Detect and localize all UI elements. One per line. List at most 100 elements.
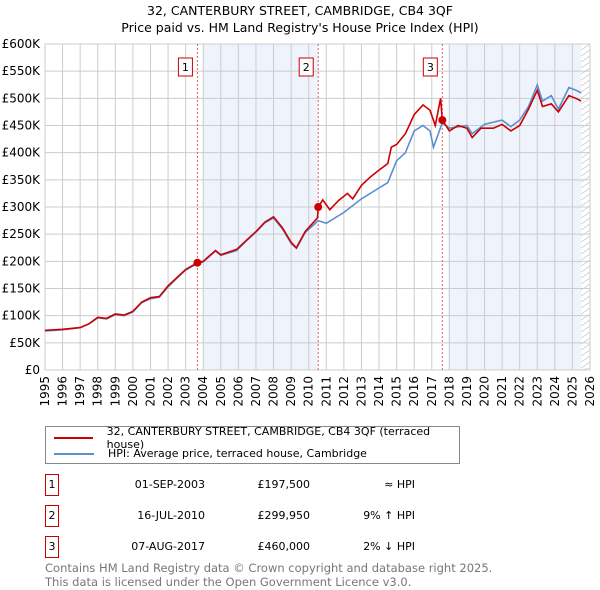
- sale-price: £299,950: [257, 509, 311, 522]
- x-tick-label: 2023: [530, 376, 544, 407]
- hatch-line: [581, 283, 591, 291]
- hatch-line: [581, 145, 591, 153]
- y-tick-label: £200K: [2, 254, 42, 268]
- hpi-compare: ≈ HPI: [384, 478, 415, 491]
- table-row: 3 07-AUG-2017 £460,000 2% ↓ HPI: [45, 536, 545, 558]
- footer-line-1: Contains HM Land Registry data © Crown c…: [45, 561, 493, 575]
- hatch-line: [581, 103, 591, 111]
- hatch-line: [581, 175, 591, 183]
- hatch-line: [581, 157, 591, 165]
- hatch-line: [581, 109, 591, 117]
- x-tick-label: 2002: [161, 376, 175, 407]
- hatch-line: [581, 127, 591, 135]
- chart-subtitle: Price paid vs. HM Land Registry's House …: [121, 20, 479, 35]
- hatch-line: [581, 313, 591, 321]
- legend-blue-swatch: [54, 452, 94, 455]
- hatch-line: [581, 163, 591, 171]
- sale-label-box: [422, 57, 438, 77]
- hatch-line: [581, 133, 591, 141]
- hatch-line: [581, 229, 591, 237]
- hatch-line: [581, 355, 591, 363]
- x-tick-label: 2016: [407, 376, 421, 407]
- x-tick-label: 2011: [319, 376, 333, 407]
- sale-label-box: [177, 57, 193, 77]
- hatch-line: [581, 253, 591, 261]
- y-tick-label: £550K: [2, 64, 42, 78]
- sale-marker: 1: [45, 474, 59, 496]
- hatch-line: [581, 79, 591, 87]
- x-tick-label: 1997: [73, 376, 87, 407]
- footer-line-2: This data is licensed under the Open Gov…: [45, 575, 412, 589]
- plot-frame: [44, 43, 591, 371]
- x-tick-label: 2024: [548, 376, 562, 407]
- hatch-line: [581, 247, 591, 255]
- x-tick-label: 1998: [91, 376, 105, 407]
- sale-point: [193, 258, 202, 267]
- hatch-line: [581, 277, 591, 285]
- sale-date: 01-SEP-2003: [134, 478, 205, 491]
- sale-date: 07-AUG-2017: [131, 540, 205, 553]
- hatch-line: [581, 115, 591, 123]
- sale-marker: 3: [45, 536, 59, 558]
- property-price-line: [44, 87, 582, 332]
- sale-label: 3: [427, 61, 434, 74]
- x-tick-label: 2017: [425, 376, 439, 407]
- hatch-line: [581, 307, 591, 315]
- x-tick-label: 2001: [143, 376, 157, 407]
- hatch-line: [581, 187, 591, 195]
- x-tick-label: 2022: [513, 376, 527, 407]
- hatch-line: [581, 139, 591, 147]
- legend-red-swatch: [54, 436, 93, 439]
- y-tick-label: £500K: [2, 91, 42, 105]
- hatch-line: [581, 295, 591, 303]
- x-tick-label: 2021: [495, 376, 509, 407]
- x-tick-label: 2009: [284, 376, 298, 407]
- hatch-line: [581, 301, 591, 309]
- hatch-line: [581, 223, 591, 231]
- x-tick-label: 2012: [337, 376, 351, 407]
- table-row: 1 01-SEP-2003 £197,500 ≈ HPI: [45, 474, 545, 496]
- y-tick-label: £100K: [2, 309, 42, 323]
- y-tick-label: £300K: [2, 200, 42, 214]
- legend-item-hpi: HPI: Average price, terraced house, Camb…: [108, 447, 367, 460]
- hatch-line: [581, 55, 591, 63]
- y-tick-label: £450K: [2, 119, 42, 133]
- x-tick-label: 2006: [231, 376, 245, 407]
- y-tick-label: £350K: [2, 173, 42, 187]
- y-tick-label: £50K: [9, 336, 41, 350]
- hatch-line: [581, 199, 591, 207]
- y-tick-label: £600K: [2, 37, 42, 51]
- hatch-line: [581, 169, 591, 177]
- y-tick-label: £400K: [2, 146, 42, 160]
- sale-date: 16-JUL-2010: [137, 509, 205, 522]
- sale-point: [438, 116, 447, 125]
- x-tick-label: 1996: [56, 376, 70, 407]
- hatch-line: [581, 331, 591, 339]
- hpi-compare: 9% ↑ HPI: [363, 509, 415, 522]
- hatch-line: [581, 193, 591, 201]
- hatch-line: [581, 343, 591, 351]
- x-tick-label: 2010: [302, 376, 316, 407]
- sale-price: £197,500: [257, 478, 311, 491]
- x-tick-label: 1999: [108, 376, 122, 407]
- chart-title: 32, CANTERBURY STREET, CAMBRIDGE, CB4 3Q…: [147, 3, 453, 18]
- hatch-line: [581, 73, 591, 81]
- price-chart: 1995 1996 1997 1998 1999 2000 2001 2002 2003 2004…: [2, 37, 597, 407]
- hatch-line: [581, 49, 591, 57]
- y-tick-label: £150K: [2, 282, 42, 296]
- sale-marker: 2: [45, 505, 59, 527]
- hatch-line: [581, 289, 591, 297]
- x-tick-label: 2013: [354, 376, 368, 407]
- x-tick-label: 2004: [196, 376, 210, 407]
- sale-price: £460,000: [257, 540, 311, 553]
- x-tick-label: 2007: [249, 376, 263, 407]
- hatch-line: [581, 217, 591, 225]
- hpi-compare: 2% ↓ HPI: [363, 540, 415, 553]
- x-tick-label: 2003: [179, 376, 193, 407]
- sale-point: [314, 203, 323, 212]
- x-tick-label: 2008: [267, 376, 281, 407]
- hatch-line: [581, 319, 591, 327]
- table-row: 2 16-JUL-2010 £299,950 9% ↑ HPI: [45, 505, 545, 527]
- hatch-line: [581, 85, 591, 93]
- y-tick-label: £0: [25, 363, 40, 377]
